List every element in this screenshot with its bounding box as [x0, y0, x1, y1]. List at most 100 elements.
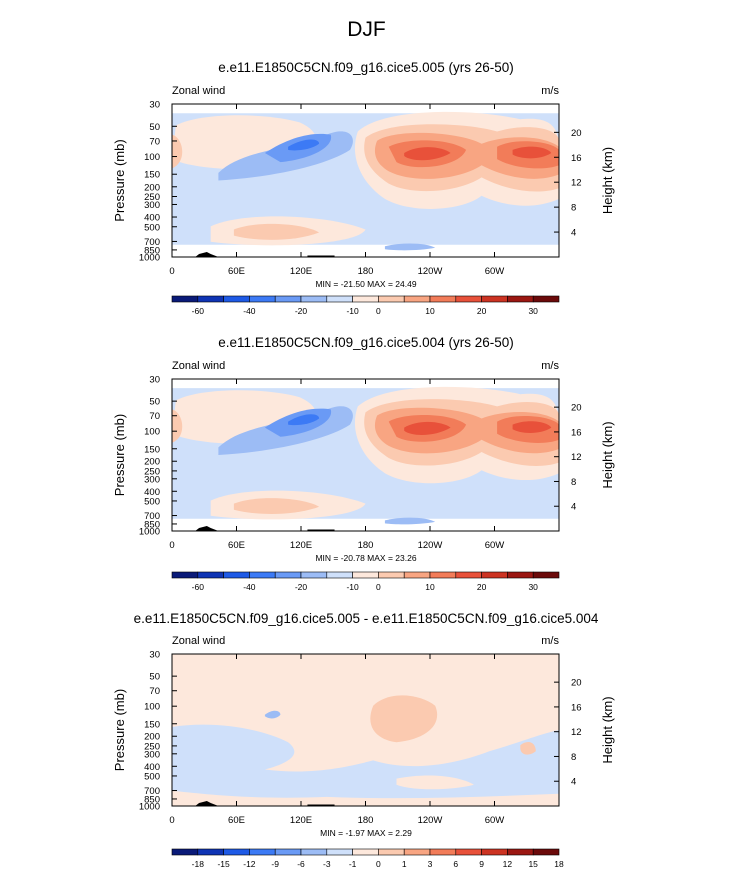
colorbar-box — [197, 295, 224, 303]
colorbar-label: 0 — [376, 859, 381, 869]
colorbar-label: 30 — [528, 582, 538, 592]
y-tick-label: 500 — [144, 222, 160, 233]
colorbar-box — [481, 848, 508, 856]
colorbar-box — [171, 295, 199, 303]
contour-region — [195, 743, 258, 763]
colorbar-box — [429, 848, 457, 856]
y2-tick-label: 8 — [571, 477, 576, 488]
colorbar-box — [532, 295, 560, 303]
y-tick-label: 500 — [144, 771, 160, 782]
contour-region — [264, 710, 281, 719]
min-max-stats: MIN = -21.50 MAX = 24.49 — [315, 279, 416, 289]
units-label: m/s — [541, 85, 559, 97]
colorbar-box — [507, 295, 534, 303]
y-tick-label: 150 — [144, 719, 160, 730]
colorbar-box — [403, 571, 431, 579]
y-tick-label: 150 — [144, 170, 160, 181]
colorbar-label: -18 — [192, 859, 205, 869]
x-tick-label: 60W — [485, 540, 505, 551]
colorbar-box — [249, 848, 276, 856]
colorbar-box — [326, 295, 353, 303]
colorbar-box — [429, 295, 457, 303]
x-tick-label: 180 — [358, 266, 374, 277]
colorbar-label: -3 — [323, 859, 331, 869]
y-tick-label: 100 — [144, 702, 160, 713]
y2-tick-label: 4 — [571, 228, 576, 239]
min-max-stats: MIN = -20.78 MAX = 23.26 — [315, 553, 416, 563]
colorbar-label: -20 — [295, 306, 308, 316]
x-tick-label: 120E — [290, 540, 312, 551]
chart-panel-1: e.e11.E1850C5CN.f09_g16.cice5.005 (yrs 2… — [112, 60, 615, 316]
y2-tick-label: 4 — [571, 502, 576, 513]
colorbar-box — [223, 295, 250, 303]
colorbar-label: -10 — [346, 582, 359, 592]
y-tick-label: 850 — [144, 245, 160, 256]
y2-axis-label: Height (km) — [600, 147, 615, 214]
terrain-mask — [195, 252, 219, 257]
contour-region — [384, 517, 436, 525]
y-tick-label: 850 — [144, 519, 160, 530]
y-tick-label: 70 — [149, 136, 160, 147]
x-tick-label: 60E — [228, 815, 245, 826]
colorbar-label: 0 — [376, 582, 381, 592]
colorbar-label: 9 — [479, 859, 484, 869]
figure-title: DJF — [347, 18, 386, 41]
colorbar-label: -10 — [346, 306, 359, 316]
terrain-mask — [195, 801, 219, 806]
terrain-mask — [307, 804, 335, 806]
colorbar-label: 18 — [554, 859, 564, 869]
colorbar-box — [171, 571, 199, 579]
colorbar-box — [429, 571, 457, 579]
colorbar-box — [507, 848, 534, 856]
panel-title: e.e11.E1850C5CN.f09_g16.cice5.005 (yrs 2… — [218, 60, 513, 75]
colorbar-box — [223, 571, 250, 579]
left-string: Zonal wind — [172, 635, 225, 647]
contour-region — [396, 775, 474, 790]
chart-panel-3: e.e11.E1850C5CN.f09_g16.cice5.005 - e.e1… — [112, 611, 615, 869]
colorbar-box — [352, 295, 379, 303]
y2-tick-label: 12 — [571, 452, 582, 463]
y2-tick-label: 8 — [571, 203, 576, 214]
y-axis-label: Pressure (mb) — [112, 414, 127, 496]
y-tick-label: 700 — [144, 511, 160, 522]
colorbar-label: 0 — [376, 306, 381, 316]
colorbar-box — [532, 571, 560, 579]
y-tick-label: 300 — [144, 474, 160, 485]
contour-region — [404, 421, 451, 435]
x-tick-label: 60W — [485, 815, 505, 826]
y-tick-label: 300 — [144, 749, 160, 760]
panel-title: e.e11.E1850C5CN.f09_g16.cice5.004 (yrs 2… — [218, 335, 513, 350]
colorbar-box — [352, 848, 379, 856]
colorbar-box — [481, 571, 508, 579]
contour-region — [512, 146, 552, 159]
y-tick-label: 30 — [149, 650, 160, 661]
y-tick-label: 70 — [149, 411, 160, 422]
y2-tick-label: 20 — [571, 403, 582, 414]
y2-tick-label: 8 — [571, 752, 576, 763]
colorbar-box — [378, 848, 405, 856]
contour-region — [172, 724, 559, 799]
colorbar-label: 1 — [402, 859, 407, 869]
colorbar-label: -15 — [217, 859, 230, 869]
colorbar-box — [171, 848, 199, 856]
contour-field — [172, 386, 559, 531]
contour-region — [370, 695, 438, 743]
left-string: Zonal wind — [172, 360, 225, 372]
y-tick-label: 100 — [144, 427, 160, 438]
colorbar-box — [455, 295, 482, 303]
colorbar-box — [455, 848, 482, 856]
terrain-mask — [307, 255, 335, 257]
y-tick-label: 1000 — [139, 802, 160, 813]
colorbar-box — [300, 848, 328, 856]
y2-tick-label: 16 — [571, 153, 582, 164]
left-string: Zonal wind — [172, 85, 225, 97]
y-tick-label: 200 — [144, 732, 160, 743]
colorbar-label: -60 — [192, 582, 205, 592]
contour-region — [288, 414, 320, 426]
y-tick-label: 400 — [144, 487, 160, 498]
colorbar-box — [326, 848, 353, 856]
y-tick-label: 250 — [144, 192, 160, 203]
contour-region — [172, 409, 183, 443]
y-tick-label: 70 — [149, 686, 160, 697]
